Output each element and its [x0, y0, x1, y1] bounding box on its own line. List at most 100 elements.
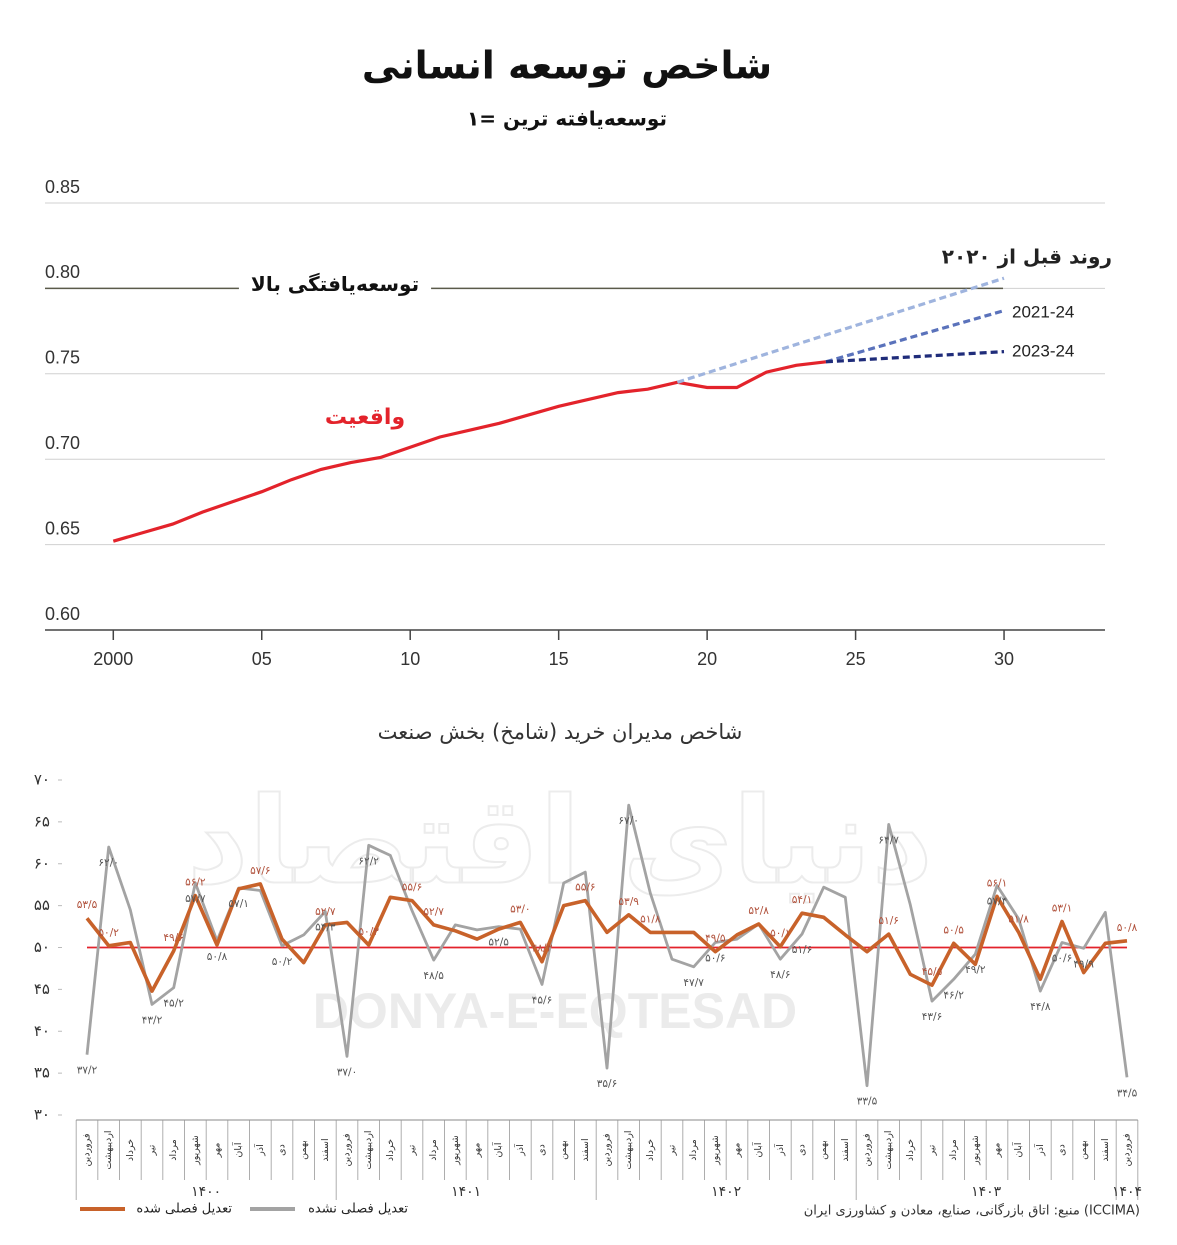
x-tick-label: مرداد: [688, 1139, 699, 1160]
data-label: ۴۵/۵: [922, 966, 943, 978]
chart-title: شاخص مدیران خرید (شامخ) بخش صنعت: [378, 720, 743, 744]
x-tick-label: تیر: [147, 1144, 158, 1156]
data-label: ۵۷/۶: [250, 865, 270, 877]
data-label: ۴۸/۳: [532, 943, 553, 955]
group-label: ۱۴۰۱: [451, 1184, 481, 1200]
group-label: ۱۴۰۲: [711, 1184, 741, 1200]
data-label: ۴۹/۹: [1073, 958, 1094, 970]
x-tick-label: شهریور: [450, 1135, 461, 1166]
data-label: ۴۹/۶: [163, 932, 183, 944]
x-tick-label: مرداد: [428, 1139, 439, 1160]
source-note: منبع: اتاق بازرگانی، صنایع، معادن و کشاو…: [804, 1203, 1140, 1219]
x-tick-label: مرداد: [948, 1139, 959, 1160]
x-tick-label: شهریور: [190, 1135, 201, 1166]
x-tick-label: 20: [697, 649, 717, 669]
x-tick-label: اسفند: [1100, 1138, 1111, 1161]
x-tick-label: خرداد: [125, 1139, 136, 1161]
x-tick-label: اردیبهشت: [103, 1130, 114, 1169]
y-tick-label: ۳۰: [34, 1106, 50, 1124]
x-tick-label: اسفند: [580, 1138, 591, 1161]
x-tick-label: آبان: [1011, 1142, 1024, 1158]
y-tick-label: 0.85: [45, 177, 80, 197]
x-tick-label: آذر: [773, 1144, 786, 1157]
data-label: ۵۲/۷: [315, 906, 336, 918]
series-line: [825, 309, 1005, 364]
x-tick-label: بهمن: [818, 1140, 829, 1160]
data-label: ۴۵/۲: [163, 998, 184, 1010]
x-tick-label: فروردین: [342, 1133, 353, 1166]
data-label: ۵۰/۳: [358, 926, 379, 938]
chart-title: شاخص توسعه انسانی: [362, 44, 772, 88]
data-label: ۵۰/۲: [98, 927, 119, 939]
x-tick-label: فروردین: [1122, 1133, 1133, 1166]
data-label: ۴۹/۲: [965, 964, 986, 976]
data-label: ۵۲/۵: [488, 937, 509, 949]
data-label: ۵۷/۴: [987, 896, 1007, 908]
x-tick-label: خرداد: [905, 1139, 916, 1161]
y-tick-label: 0.70: [45, 433, 80, 453]
x-tick-label: 2000: [93, 649, 133, 669]
data-label: ۴۷/۷: [683, 977, 704, 989]
data-label: ۵۴/۱: [792, 894, 812, 906]
data-label: ۵۰/۲: [272, 956, 293, 968]
series-line: [676, 276, 1005, 384]
data-label: ۵۵/۶: [402, 882, 422, 894]
x-tick-label: دی: [797, 1144, 808, 1156]
data-label: ۵۰/۸: [207, 951, 228, 963]
data-label: ۵۶/۲: [185, 877, 206, 889]
x-tick-label: خرداد: [645, 1139, 656, 1161]
data-label: ۵۶/۱: [987, 877, 1007, 889]
group-label: ۱۴۰۰: [191, 1184, 221, 1200]
data-label: ۵۲/۸: [748, 905, 769, 917]
x-tick-label: شهریور: [710, 1135, 721, 1166]
x-tick-label: فروردین: [862, 1133, 873, 1166]
x-tick-label: خرداد: [385, 1139, 396, 1161]
data-label: ۶۴/۷: [878, 834, 899, 846]
x-tick-label: مهر: [732, 1143, 743, 1159]
y-tick-label: ۵۵: [34, 896, 50, 914]
x-tick-label: 30: [994, 649, 1014, 669]
y-tick-label: 0.75: [45, 348, 80, 368]
data-label: ۵۰/۵: [943, 924, 964, 936]
data-label: ۳۵/۶: [597, 1078, 617, 1090]
x-tick-label: تیر: [927, 1144, 938, 1156]
x-tick-label: 05: [252, 649, 272, 669]
data-label: ۵۰/۶: [1052, 952, 1072, 964]
series-line: [85, 882, 1128, 993]
x-tick-label: تیر: [407, 1144, 418, 1156]
y-tick-label: ۴۰: [34, 1022, 50, 1040]
series-label: واقعیت: [325, 405, 405, 430]
data-label: ۳۷/۰: [337, 1066, 357, 1078]
data-label: ۵۳/۹: [618, 896, 639, 908]
watermark: دنیای اقتصاد: [187, 773, 933, 912]
legend-label: تعدیل فصلی شده: [136, 1202, 232, 1217]
data-label: ۵۱/۸: [1008, 913, 1029, 925]
y-tick-label: ۶۵: [34, 812, 50, 830]
data-label: ۵۵/۶: [575, 882, 595, 894]
legend-label: تعدیل فصلی نشده: [308, 1202, 408, 1217]
data-label: ۵۲/۷: [423, 906, 444, 918]
x-tick-label: تیر: [667, 1144, 678, 1156]
x-tick-label: فروردین: [82, 1133, 93, 1166]
data-label: ۵۰/۸: [1117, 922, 1138, 934]
data-label: ۳۴/۵: [1117, 1087, 1138, 1099]
x-tick-label: مهر: [212, 1143, 223, 1159]
data-label: ۵۰/۶: [705, 952, 725, 964]
data-label: ۴۸/۶: [770, 969, 790, 981]
data-label: ۴۳/۶: [922, 1011, 942, 1023]
y-tick-label: 0.65: [45, 518, 80, 538]
x-tick-label: 15: [549, 649, 569, 669]
data-label: ۵۱/۶: [792, 944, 812, 956]
data-label: ۵۳/۵: [77, 899, 98, 911]
x-tick-label: آذر: [253, 1144, 266, 1157]
x-tick-label: آذر: [1033, 1144, 1046, 1157]
x-tick-label: آبان: [751, 1142, 764, 1158]
data-label: ۶۲/۰: [98, 857, 118, 869]
x-tick-label: دی: [1057, 1144, 1068, 1156]
x-tick-label: 25: [846, 649, 866, 669]
data-label: ۵۷/۱: [228, 898, 248, 910]
chart-subtitle: ۱= توسعه‌یافته ترین: [467, 107, 667, 131]
series-label: 2021-24: [1012, 302, 1074, 321]
